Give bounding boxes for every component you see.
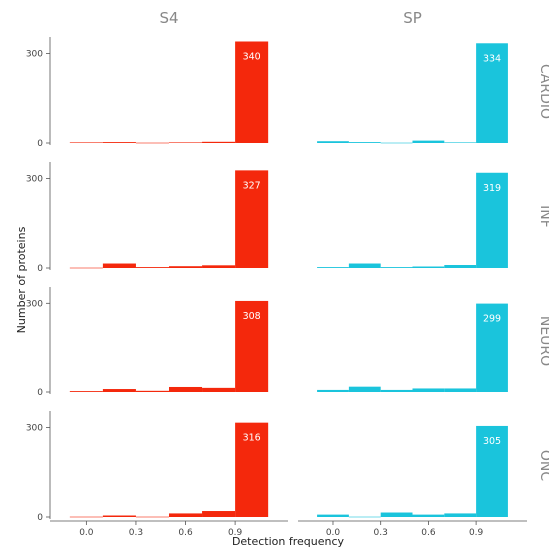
data-label-cardio-sp: 334	[483, 53, 501, 64]
y-tick-label: 0	[37, 513, 43, 523]
bar-onc-s4-3	[169, 513, 203, 517]
y-tick-label: 0	[37, 264, 43, 274]
x-tick-label: 0.3	[129, 528, 143, 538]
bar-cardio-s4-2	[135, 142, 169, 144]
data-label-neuro-s4: 308	[243, 311, 261, 322]
x-tick-label: 0.3	[374, 528, 388, 538]
bar-inf-sp-2	[380, 267, 413, 268]
bar-inf-s4-2	[135, 267, 169, 268]
bar-cardio-sp-1	[348, 142, 381, 143]
bar-onc-s4-1	[102, 515, 136, 517]
bar-inf-s4-1	[102, 263, 136, 268]
bar-neuro-sp-0	[317, 389, 349, 392]
data-label-cardio-s4: 340	[243, 51, 261, 62]
bar-cardio-s4-5	[235, 41, 269, 143]
bar-inf-sp-4	[444, 265, 477, 268]
bar-neuro-s4-4	[202, 387, 236, 392]
bar-inf-s4-0	[69, 267, 103, 269]
bar-cardio-s4-1	[102, 142, 136, 143]
x-tick-label: 0.6	[421, 528, 436, 538]
bar-onc-sp-0	[317, 514, 349, 517]
bar-neuro-s4-0	[69, 391, 103, 392]
bar-onc-s4-0	[69, 516, 103, 518]
bar-inf-sp-3	[412, 266, 445, 268]
bar-inf-sp-5	[476, 172, 508, 268]
y-tick-label: 300	[26, 299, 43, 309]
x-tick-label: 0.0	[326, 528, 341, 538]
bar-neuro-sp-2	[380, 389, 413, 392]
bar-cardio-sp-5	[476, 43, 508, 143]
y-tick-label: 0	[37, 388, 43, 398]
y-tick-label: 300	[26, 423, 43, 433]
bar-neuro-s4-1	[102, 389, 136, 392]
data-label-inf-sp: 319	[483, 183, 501, 194]
bar-inf-sp-1	[348, 263, 381, 268]
data-label-onc-sp: 305	[483, 436, 501, 447]
bar-onc-s4-4	[202, 511, 236, 517]
y-axis-title: Number of proteins	[15, 226, 28, 333]
bar-onc-sp-3	[412, 514, 445, 517]
bar-cardio-s4-0	[69, 142, 103, 144]
data-label-onc-s4: 316	[243, 433, 261, 444]
data-label-neuro-sp: 299	[483, 314, 501, 325]
bar-cardio-sp-2	[380, 142, 413, 144]
bar-neuro-sp-5	[476, 303, 508, 392]
x-tick-label: 0.6	[178, 528, 193, 538]
bar-inf-s4-5	[235, 170, 269, 268]
x-axis-title: Detection frequency	[232, 535, 345, 547]
row-title-cardio: CARDIO	[537, 64, 549, 119]
column-title-s4: S4	[159, 9, 178, 27]
y-tick-label: 300	[26, 49, 43, 59]
data-label-inf-s4: 327	[243, 180, 261, 191]
row-title-onc: ONC	[537, 450, 549, 481]
y-tick-label: 300	[26, 174, 43, 184]
column-title-sp: SP	[403, 9, 422, 27]
bar-cardio-sp-4	[444, 142, 477, 144]
bar-onc-sp-5	[476, 425, 508, 517]
bar-cardio-sp-0	[317, 141, 349, 143]
bar-neuro-sp-1	[348, 386, 381, 392]
bar-neuro-s4-3	[169, 386, 203, 392]
bar-neuro-sp-4	[444, 388, 477, 392]
bar-neuro-sp-3	[412, 388, 445, 392]
y-tick-label: 0	[37, 139, 43, 149]
bar-onc-sp-1	[348, 516, 381, 518]
bar-inf-s4-3	[169, 266, 203, 268]
x-tick-label: 0.9	[228, 528, 243, 538]
bar-neuro-s4-2	[135, 390, 169, 392]
x-tick-label: 0.0	[79, 528, 94, 538]
bar-onc-sp-2	[380, 512, 413, 517]
row-title-inf: INF	[537, 205, 549, 228]
bar-onc-s4-2	[135, 516, 169, 518]
row-title-neuro: NEURO	[537, 316, 549, 366]
bar-inf-sp-0	[317, 267, 349, 268]
bar-onc-sp-4	[444, 513, 477, 517]
bar-cardio-sp-3	[412, 140, 445, 143]
x-tick-label: 0.9	[469, 528, 484, 538]
bar-neuro-s4-5	[235, 300, 269, 392]
bar-cardio-s4-3	[169, 142, 203, 144]
bar-inf-s4-4	[202, 265, 236, 268]
bar-onc-s4-5	[235, 422, 269, 517]
bar-cardio-s4-4	[202, 141, 236, 143]
